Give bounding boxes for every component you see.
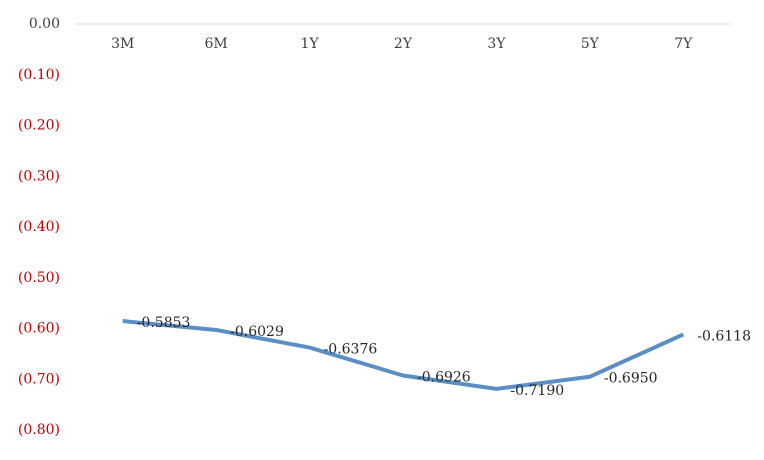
data-label: -0.6950 xyxy=(604,371,658,387)
data-label: -0.6118 xyxy=(697,328,751,344)
y-tick-label: (0.30) xyxy=(18,168,60,184)
y-tick-label: (0.80) xyxy=(18,422,60,438)
y-tick-label: (0.70) xyxy=(18,371,60,387)
y-tick-label: (0.20) xyxy=(18,118,60,134)
x-tick-label: 2Y xyxy=(394,36,413,52)
y-tick-label: (0.10) xyxy=(18,67,60,83)
data-label: -0.7190 xyxy=(510,383,564,399)
y-tick-label: (0.40) xyxy=(18,219,60,235)
x-tick-label: 5Y xyxy=(581,36,600,52)
data-label: -0.6029 xyxy=(230,324,284,340)
data-label: -0.6376 xyxy=(324,342,378,358)
x-tick-label: 6M xyxy=(205,36,228,52)
x-tick-label: 7Y xyxy=(674,36,693,52)
y-tick-label: 0.00 xyxy=(29,16,60,32)
data-label: -0.6926 xyxy=(417,369,471,385)
y-tick-label: (0.60) xyxy=(18,321,60,337)
line xyxy=(122,319,685,391)
x-tick-label: 3Y xyxy=(487,36,506,52)
data-label: -0.5853 xyxy=(137,315,191,331)
x-tick-label: 3M xyxy=(111,36,134,52)
y-tick-label: (0.50) xyxy=(18,270,60,286)
x-tick-label: 1Y xyxy=(300,36,319,52)
